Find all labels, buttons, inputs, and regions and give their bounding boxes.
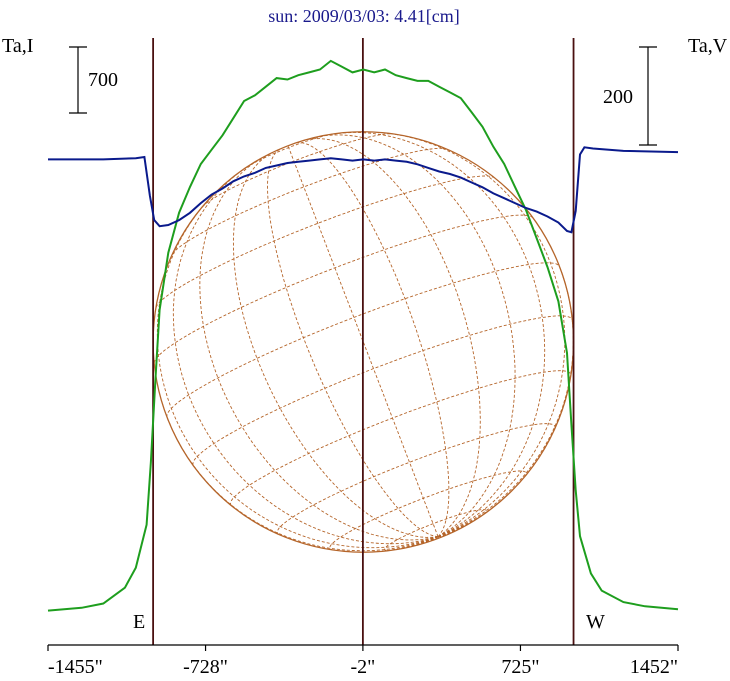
longitude-line bbox=[172, 167, 439, 545]
west-limb-label: W bbox=[586, 611, 605, 633]
east-limb-label: E bbox=[133, 611, 145, 633]
longitude-line bbox=[437, 492, 511, 538]
longitude-line bbox=[355, 536, 439, 553]
scale-bar-left bbox=[69, 46, 87, 114]
series-line-polarization bbox=[48, 146, 679, 234]
scale-bar-left-label: 700 bbox=[88, 69, 118, 91]
latitude-line bbox=[172, 147, 447, 255]
longitude-line bbox=[295, 142, 450, 537]
longitude-line bbox=[232, 151, 439, 538]
latitude-line bbox=[166, 262, 560, 418]
longitude-line bbox=[303, 138, 481, 538]
longitude-line bbox=[381, 132, 566, 538]
latitude-line bbox=[153, 214, 534, 364]
longitude-line bbox=[199, 158, 439, 541]
right-axis-label: Ta,V bbox=[688, 35, 728, 57]
longitude-line bbox=[267, 148, 439, 538]
longitude-line bbox=[287, 145, 439, 537]
scale-bar-right bbox=[639, 46, 657, 146]
x-tick-label: 725" bbox=[501, 656, 539, 678]
x-axis-ticks: -1455" -728" -2" 725" 1452" bbox=[47, 645, 679, 678]
longitude-line bbox=[437, 536, 440, 539]
x-tick-label: 1452" bbox=[630, 656, 678, 678]
longitude-line bbox=[438, 535, 444, 538]
limb-center-markers bbox=[152, 38, 575, 645]
chart-title: sun: 2009/03/03: 4.41[cm] bbox=[268, 6, 460, 26]
longitude-line bbox=[166, 417, 439, 552]
longitude-line bbox=[317, 134, 516, 538]
scale-bar-right-label: 200 bbox=[603, 86, 633, 108]
x-tick-label: -2" bbox=[350, 656, 375, 678]
series-line-intensity bbox=[47, 59, 679, 612]
left-axis-label: Ta,I bbox=[2, 35, 33, 57]
x-tick-label: -1455" bbox=[48, 656, 103, 678]
longitude-line bbox=[437, 528, 461, 538]
longitude-line bbox=[333, 131, 546, 538]
x-tick-label: -728" bbox=[183, 656, 228, 678]
latitude-line bbox=[384, 509, 487, 552]
latitude-line bbox=[276, 423, 556, 535]
solar-disk-grid bbox=[152, 131, 575, 553]
longitude-line bbox=[156, 198, 439, 549]
